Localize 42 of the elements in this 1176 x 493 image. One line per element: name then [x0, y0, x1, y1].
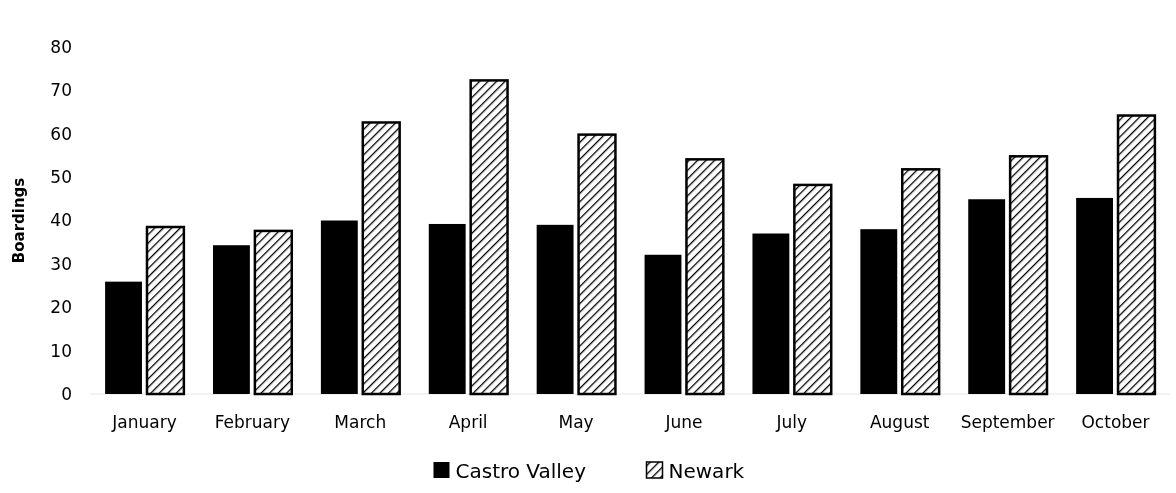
y-axis-title: Boardings: [10, 177, 28, 264]
y-tick-label: 70: [50, 80, 72, 101]
bar: [1008, 155, 1049, 396]
bar: [213, 245, 250, 394]
y-tick-label: 20: [50, 297, 72, 318]
bar: [1116, 114, 1157, 396]
y-tick-label: 40: [50, 210, 72, 231]
bar: [145, 225, 186, 396]
bar: [361, 121, 401, 396]
y-tick-label: 80: [50, 36, 72, 57]
legend-label: Castro Valley: [455, 459, 587, 483]
x-tick-label: August: [869, 412, 930, 432]
x-tick-label: October: [1081, 412, 1150, 432]
bar: [685, 158, 725, 396]
bar: [536, 224, 574, 394]
bar: [320, 220, 358, 394]
bar: [968, 199, 1006, 394]
y-tick-label: 50: [50, 167, 72, 188]
bar: [253, 229, 294, 396]
bar: [644, 254, 682, 394]
bar: [1076, 197, 1113, 394]
x-tick-label: July: [775, 412, 808, 432]
y-tick-label: 0: [61, 383, 72, 404]
y-tick-label: 30: [50, 253, 72, 274]
x-tick-label: April: [448, 412, 488, 432]
x-tick-label: March: [334, 412, 387, 432]
x-tick-label: June: [664, 412, 703, 432]
x-tick-label: May: [558, 412, 594, 432]
y-tick-label: 60: [50, 123, 72, 144]
x-tick-label: September: [960, 412, 1055, 432]
bar: [577, 133, 617, 396]
bar: [900, 168, 941, 396]
bar: [752, 233, 790, 394]
x-tick-label: January: [111, 412, 177, 432]
bar: [469, 79, 509, 396]
bar: [793, 183, 833, 396]
x-tick-label: February: [214, 412, 291, 432]
bar: [428, 223, 466, 394]
y-tick-label: 10: [50, 340, 72, 361]
legend-label: Newark: [668, 459, 745, 483]
bar: [860, 229, 898, 394]
bar: [105, 281, 142, 394]
